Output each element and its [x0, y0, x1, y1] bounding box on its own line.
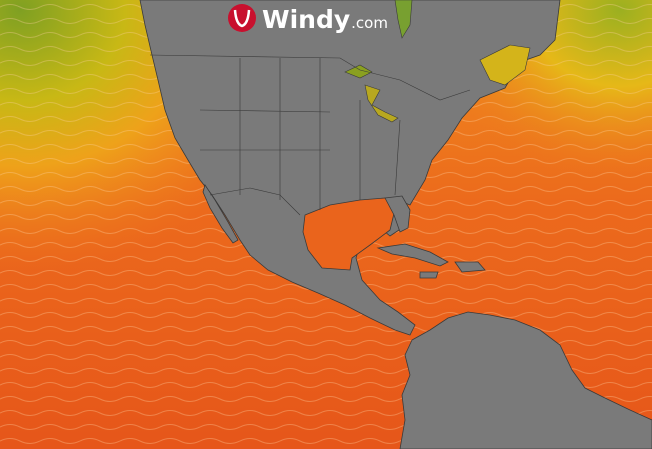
land: [384, 195, 411, 233]
logo-name: Windy: [262, 5, 350, 34]
gulf-st-lawrence: [479, 44, 531, 86]
island: [376, 243, 449, 267]
island: [454, 261, 486, 273]
logo-icon: [228, 4, 256, 32]
land: [202, 184, 239, 244]
logo[interactable]: Windy .com: [228, 4, 388, 34]
lake: [394, 0, 413, 39]
land: [139, 0, 561, 336]
borders: [149, 54, 471, 216]
logo-icon-mark: [233, 9, 251, 28]
logo-suffix: .com: [351, 14, 388, 32]
land: [399, 311, 652, 449]
island: [419, 271, 439, 279]
lake: [364, 84, 399, 123]
